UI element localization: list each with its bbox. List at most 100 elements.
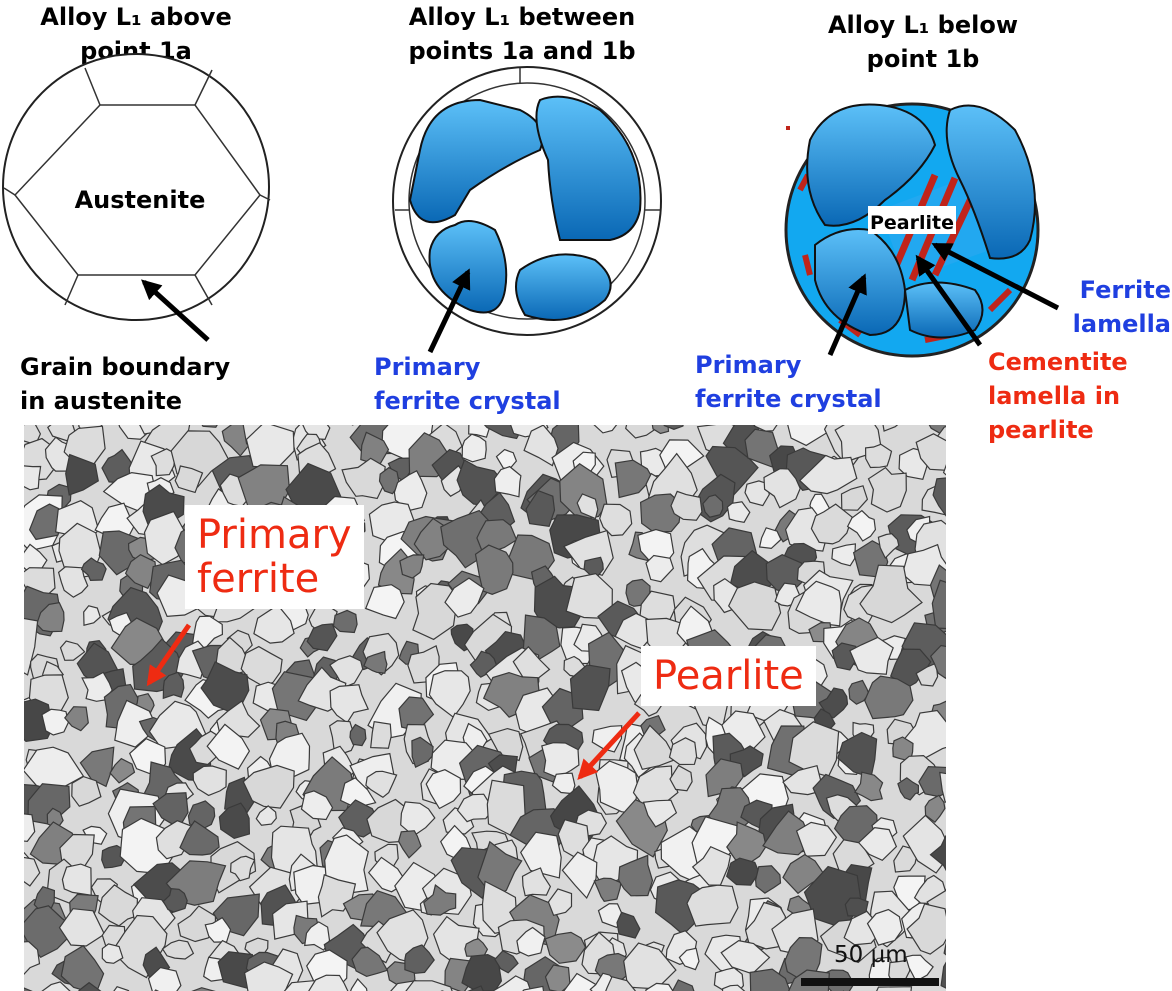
ferrite-grain [939,771,946,803]
ferrite-grain [849,636,894,675]
ferrite-grain [561,851,598,900]
pearlite-grain [467,985,484,991]
pearlite-grain [617,854,654,897]
pearlite-grain [749,968,791,991]
pearlite-grain [525,489,556,527]
ferrite-nucleation-diagram [392,66,662,354]
ferrite-grain [493,465,522,498]
pearlite-grain [651,425,670,435]
ferrite-grain [787,425,835,447]
ferrite-grain [243,961,294,991]
pearlite-grain [397,830,422,859]
pearlite-grain [404,944,435,974]
ferrite-grain [329,684,370,724]
ferrite-grain [882,425,899,432]
ferrite-grain [174,465,204,494]
pearlite-grain [593,877,622,902]
ferrite-grain [206,723,251,770]
ferrite-grain [24,617,39,676]
pearlite-grain [702,494,724,518]
pearlite-grain [494,950,519,974]
ferrite-grain [370,721,392,749]
primary-ferrite-label-2: Primary ferrite crystal [695,351,882,413]
pearlite-grain [929,835,946,872]
ferrite-grain [522,985,545,991]
pearlite-formation-diagram [784,102,1060,358]
pearlite-grain [762,810,813,856]
ferrite-grain [678,947,700,971]
ferrite-grain [614,612,654,650]
ferrite-grain [229,855,256,882]
ferrite-grain [400,801,436,837]
ferrite-grain [523,425,559,467]
ferrite-grain [405,980,453,991]
primary-ferrite-micro-arrow [146,623,192,687]
ferrite-grain [831,543,857,567]
ferrite-grain [876,986,913,991]
ferrite-grain [516,926,546,957]
ferrite-grain [58,908,106,947]
ferrite-grain [942,464,946,476]
pearlite-grain [36,602,65,633]
micrograph-image [24,425,946,991]
pearlite-grain [423,883,457,916]
ferrite-grain [625,425,659,439]
ferrite-grain [645,982,674,991]
pearlite-schematic-label: Pearlite [870,212,954,234]
ferrite-grain [846,509,877,542]
pearlite-grain [124,554,157,590]
ferrite-grain [41,708,69,736]
ferrite-grain [877,533,900,560]
ferrite-grain [576,493,599,520]
ferrite-grain [192,765,227,797]
pearlite-grain [726,821,767,865]
ferrite-lamella-label: Ferrite lamella [1072,276,1171,338]
ferrite-grain [758,527,782,550]
scale-bar [801,978,939,986]
ferrite-grain [763,468,801,509]
ferrite-grain [798,454,858,495]
pearlite-grain [474,544,514,595]
ferrite-grain [487,727,524,762]
ferrite-grain [645,554,675,583]
pearlite-grain [80,557,107,582]
ferrite-grain [24,856,41,887]
pearlite-grain [614,459,654,499]
pearlite-grain [411,736,434,769]
pearlite-grain [201,425,218,428]
pearlite-grain [729,745,764,778]
ferrite-grain [329,655,364,689]
ferrite-lamella-arrow [931,242,1060,311]
pearlite-grain [101,844,125,869]
ferrite-grain [393,469,428,511]
pearlite-grain [671,979,695,991]
ferrite-grain [834,425,882,465]
ferrite-grain [521,867,552,897]
pearlite-grain [754,865,782,894]
pearlite-grain [897,777,920,801]
pearlite-grain [218,802,251,840]
ferrite-grain [24,465,42,491]
pearlite-callout: Pearlite [641,646,816,706]
panel3-title: Alloy L₁ below point 1b [827,11,1019,73]
pearlite-grain [818,687,849,719]
grain-boundary-label: Grain boundary in austenite [20,353,231,415]
pearlite-grain [306,623,338,652]
ferrite-grain [686,884,739,927]
ferrite-grain [867,466,907,513]
ferrite-grain [155,820,196,860]
pearlite-grain [79,746,115,788]
ferrite-grain [61,863,92,896]
ferrite-grain [428,670,471,719]
pearlite-grain [940,961,946,989]
pearlite-grain [64,706,89,732]
ferrite-grain [795,580,842,627]
cementite-lamella-label: Cementite lamella in pearlite [988,348,1128,444]
ferrite-grain [810,503,853,545]
scale-bar-label: 50 µm [834,942,908,968]
pearlite-grain [931,579,946,630]
pearlite-grain [191,987,216,991]
ferrite-grain [456,793,494,823]
ferrite-grain [242,764,295,809]
ferrite-grain [364,584,405,620]
